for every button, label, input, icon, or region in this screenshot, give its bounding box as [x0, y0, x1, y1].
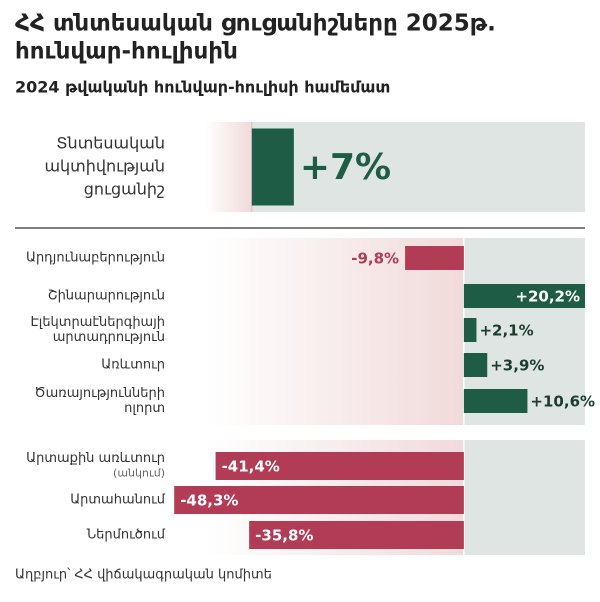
- bar: [463, 284, 585, 308]
- bar: [251, 128, 294, 206]
- category-label: Շինարարություն: [48, 289, 165, 304]
- bar: [463, 318, 477, 342]
- category-label: ակտիվության: [44, 157, 165, 176]
- value-label: -9,8%: [351, 250, 399, 268]
- category-label: ցուցանիշ: [84, 180, 165, 199]
- category-label: Առևտուր: [101, 358, 165, 373]
- category-label: Արտահանում: [70, 493, 166, 508]
- value-label: +2,1%: [479, 322, 533, 340]
- positive-zone: [251, 122, 585, 212]
- category-label: Տնտեսական: [56, 134, 165, 153]
- category-label: Արդյունաբերություն: [26, 251, 165, 266]
- value-label: -35,8%: [255, 527, 313, 545]
- category-note: (անկում): [113, 467, 165, 480]
- bar: [463, 389, 528, 413]
- title-line: ՀՀ տնտեսական ցուցանիշները 2025թ.: [15, 11, 496, 37]
- value-label: -41,4%: [222, 458, 280, 476]
- source: Աղբյուր՝ ՀՀ վիճակագրական կոմիտե: [15, 568, 272, 583]
- category-label: Էլեկտրաէներգիայի: [30, 315, 165, 330]
- bar: [215, 452, 464, 480]
- subtitle: 2024 թվականի հունվար-հուլիսի համեմատ: [15, 78, 390, 97]
- title-line: հունվար-հուլիսին: [15, 39, 238, 65]
- bar: [405, 246, 464, 270]
- category-label: ոլորտ: [124, 401, 165, 416]
- bar: [249, 521, 464, 549]
- value-label: +7%: [300, 147, 391, 188]
- bar: [174, 486, 464, 514]
- bar: [463, 353, 488, 377]
- value-label: +10,6%: [530, 393, 595, 411]
- negative-zone: [205, 122, 252, 212]
- value-label: +3,9%: [490, 357, 544, 375]
- positive-zone: [463, 440, 585, 555]
- value-label: -48,3%: [180, 492, 238, 510]
- category-label: Ներմուծում: [87, 528, 166, 543]
- category-label: Արտաքին առևտուր: [26, 451, 165, 466]
- category-label: Ծառայությունների: [34, 386, 165, 401]
- value-label: +20,2%: [515, 288, 580, 306]
- category-label: արտադրություն: [53, 330, 165, 345]
